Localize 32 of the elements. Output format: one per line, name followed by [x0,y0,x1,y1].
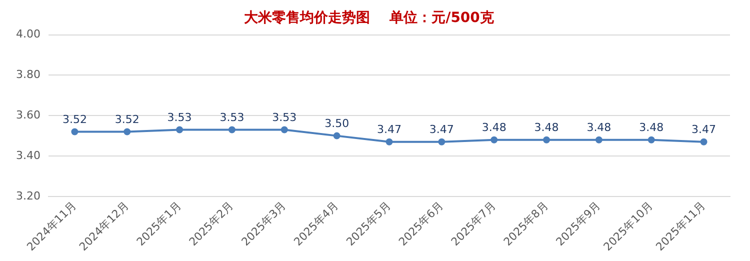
data-label: 3.47 [376,123,402,136]
point [700,138,708,146]
point [386,138,393,146]
data-label: 3.48 [534,121,559,134]
data-label: 3.50 [324,117,350,130]
y-tick-label: 4.00 [16,28,40,41]
data-label: 3.52 [114,113,140,126]
chart-title: 大米零售均价走势图 单位：元/500克 [244,10,495,26]
data-label: 3.48 [639,121,664,134]
point [543,136,550,144]
y-tick-label: 3.80 [16,68,40,82]
point [228,126,236,134]
point [333,132,340,140]
data-label: 3.48 [482,121,506,134]
y-tick-label: 3.20 [16,189,40,202]
y-tick-label: 3.60 [16,108,40,122]
data-label: 3.47 [429,123,454,136]
data-label: 3.48 [586,121,612,134]
point [490,136,498,144]
point [176,126,184,134]
point [124,128,131,136]
data-label: 3.53 [272,111,297,124]
point [280,126,288,134]
data-label: 3.52 [62,113,87,126]
point [71,128,78,136]
point [648,136,655,144]
data-label: 3.53 [220,111,244,124]
y-tick-label: 3.40 [16,148,40,162]
point [595,136,602,144]
data-label: 3.53 [167,111,192,124]
data-label: 3.47 [692,123,716,136]
point [438,138,446,146]
